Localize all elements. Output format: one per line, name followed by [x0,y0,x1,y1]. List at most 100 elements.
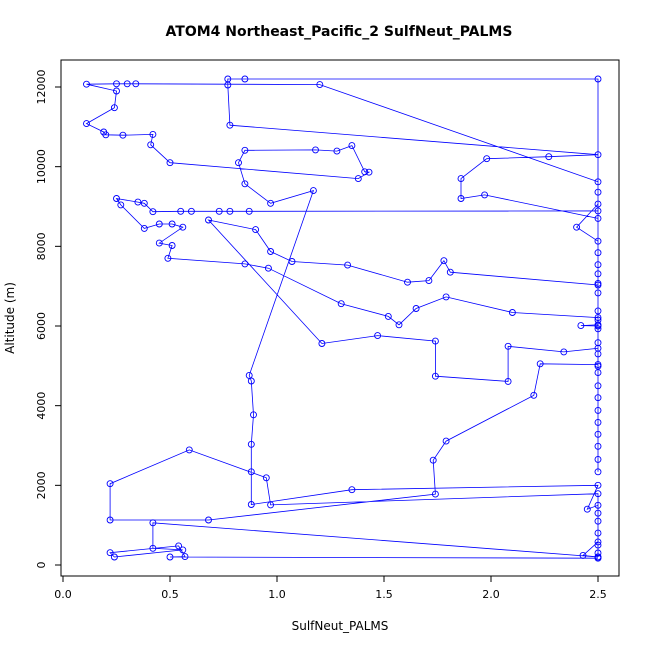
data-point [181,553,189,561]
data-point [594,321,602,329]
data-point [149,544,157,552]
data-point [354,175,362,183]
data-point [245,207,253,215]
data-point [594,237,602,245]
data-point [594,270,602,278]
data-point [545,153,553,161]
data-point [429,456,437,464]
data-point [205,216,212,224]
data-point [241,75,249,83]
data-point [100,128,108,136]
data-point [245,371,253,379]
x-tick-label: 2.5 [589,588,607,601]
data-point [594,549,602,557]
data-point [318,340,326,347]
data-point [337,300,345,308]
y-tick-label: 10000 [35,149,48,184]
data-point [594,490,602,498]
data-point [536,360,544,368]
data-point [267,501,275,509]
x-axis: 0.0 0.5 1.0 1.5 2.0 2.5 [54,576,607,601]
data-point [241,260,249,268]
series-line [85,78,599,559]
chart-title: ATOM4 Northeast_Pacific_2 SulfNeut_PALMS [166,24,513,40]
data-point [594,75,602,83]
data-point [83,80,90,88]
data-point [446,268,454,276]
data-point [504,377,512,385]
data-point [316,81,324,89]
data-point [168,242,176,249]
data-point [594,249,602,257]
data-point [164,254,172,262]
data-point [504,342,512,350]
data-point [361,168,369,176]
data-point [481,191,489,199]
data-point [149,130,157,138]
data-point [577,322,585,330]
data-point [530,391,538,399]
data-point [215,207,223,215]
data-point [344,261,352,269]
data-point [113,195,120,202]
data-point [594,325,602,333]
data-point [594,538,602,546]
data-point [226,207,234,215]
data-point [250,411,257,419]
data-point [262,474,270,482]
x-tick-label: 0.5 [161,588,179,601]
data-point [594,314,602,322]
data-point [106,516,114,524]
x-axis-label: SulfNeut_PALMS [292,619,389,633]
data-point [348,142,356,150]
data-point [110,553,118,561]
data-point [247,440,255,448]
data-point [404,278,411,286]
data-point [132,80,140,88]
data-point [241,180,249,188]
data-point [110,104,118,112]
data-point [187,207,195,215]
data-point [594,361,602,369]
data-point [594,281,602,289]
data-point [175,542,183,550]
data-point [594,382,602,390]
data-point [594,501,602,509]
data-point [155,239,163,247]
data-point [185,446,193,454]
data-point [594,394,602,402]
data-point [309,187,317,195]
data-point [594,289,602,297]
y-tick-label: 8000 [35,232,48,260]
data-point [374,332,382,340]
data-point [431,372,439,380]
data-point [442,437,450,445]
data-point [442,293,450,301]
data-point [224,81,232,89]
data-point [113,87,120,95]
x-tick-label: 0.0 [54,588,72,601]
data-point [594,200,602,208]
data-point [106,480,114,488]
x-tick-label: 1.0 [268,588,286,601]
data-point [179,223,187,231]
data-point [579,551,587,559]
data-point [594,455,602,463]
data-point [508,309,516,316]
data-point [412,305,420,312]
data-point [573,223,581,231]
data-point [431,337,439,345]
y-tick-label: 6000 [35,312,48,340]
data-point [483,155,491,163]
data-point [560,348,568,356]
data-point [594,529,602,537]
data-point [168,220,176,228]
data-point [117,201,125,209]
data-point [431,490,439,498]
data-point [384,312,392,320]
data-point [288,258,296,265]
data-point [235,159,242,167]
data-point [205,516,212,524]
data-point [267,248,275,255]
data-point [312,146,319,154]
